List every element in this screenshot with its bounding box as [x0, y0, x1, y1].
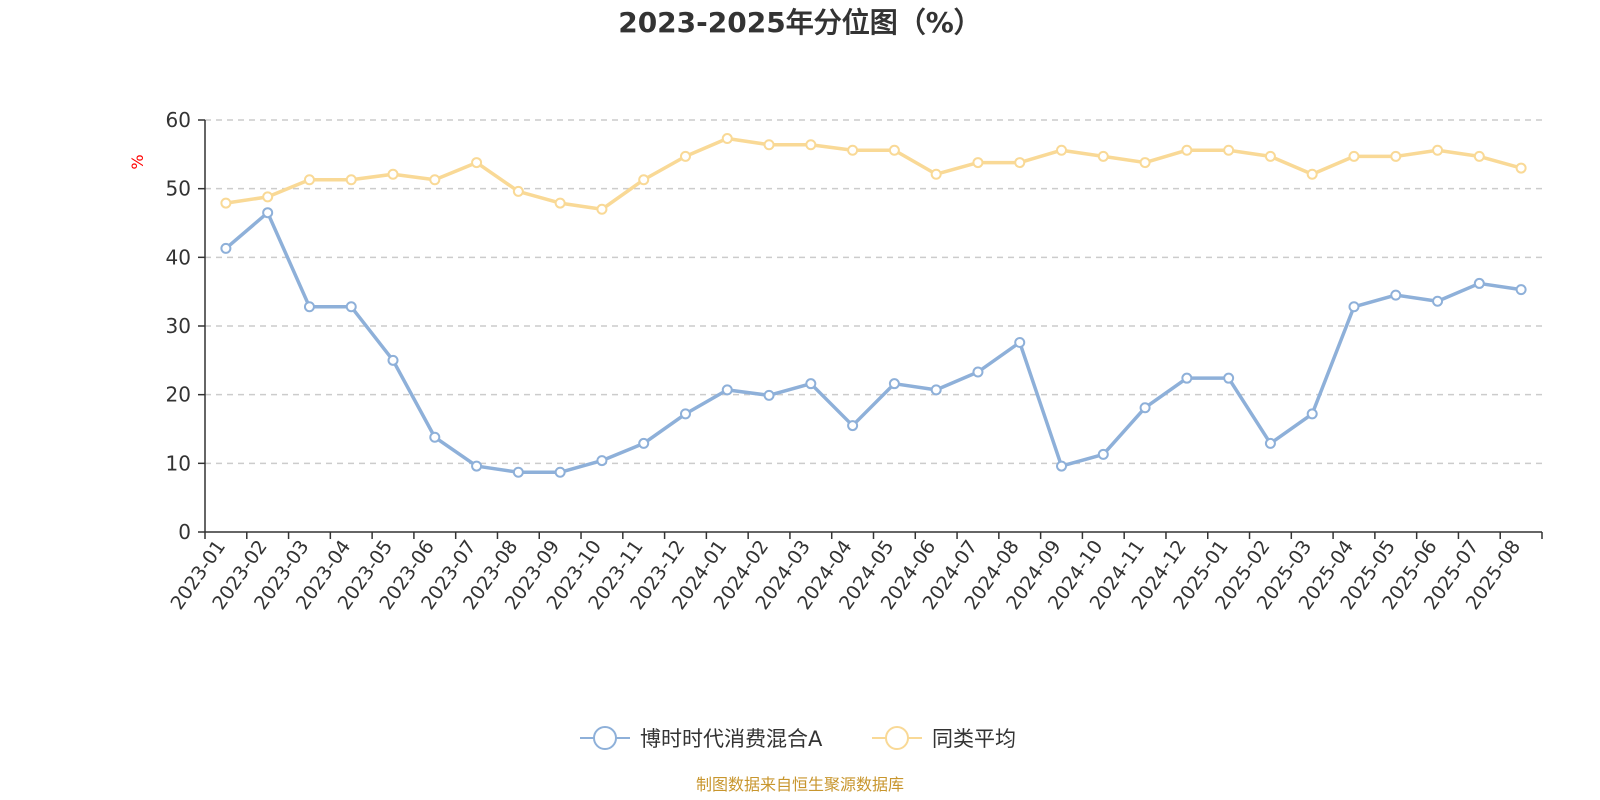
- series-line: [225, 136, 1522, 212]
- y-tick-label: 50: [166, 177, 191, 201]
- data-point[interactable]: [930, 384, 942, 396]
- data-point[interactable]: [1056, 460, 1068, 472]
- data-point[interactable]: [1264, 150, 1276, 162]
- data-point[interactable]: [1390, 289, 1402, 301]
- data-point[interactable]: [888, 378, 900, 390]
- data-point[interactable]: [512, 466, 524, 478]
- data-point[interactable]: [345, 174, 357, 186]
- data-point[interactable]: [1014, 336, 1026, 348]
- legend[interactable]: 博时时代消费混合A 同类平均: [580, 726, 1016, 751]
- data-point[interactable]: [1432, 295, 1444, 307]
- data-point[interactable]: [1306, 408, 1318, 420]
- data-point[interactable]: [220, 242, 232, 254]
- data-point[interactable]: [512, 185, 524, 197]
- data-point[interactable]: [805, 378, 817, 390]
- y-tick-label: 60: [166, 108, 191, 132]
- y-axis-unit-label: %: [128, 154, 147, 169]
- data-point[interactable]: [262, 191, 274, 203]
- y-tick-label: 40: [166, 245, 191, 269]
- legend-label: 博时时代消费混合A: [640, 727, 823, 751]
- data-point[interactable]: [554, 466, 566, 478]
- data-point[interactable]: [471, 460, 483, 472]
- data-source-note: 制图数据来自恒生聚源数据库: [696, 775, 904, 794]
- data-point[interactable]: [847, 420, 859, 432]
- data-point[interactable]: [1139, 402, 1151, 414]
- grid-lines: [205, 119, 1542, 465]
- data-point[interactable]: [679, 408, 691, 420]
- data-point[interactable]: [763, 139, 775, 151]
- data-point[interactable]: [596, 455, 608, 467]
- axes: 01020304050602023-012023-022023-032023-0…: [166, 108, 1543, 614]
- data-point[interactable]: [303, 174, 315, 186]
- data-point[interactable]: [679, 150, 691, 162]
- data-point[interactable]: [972, 157, 984, 169]
- data-point[interactable]: [1181, 144, 1193, 156]
- y-tick-label: 30: [166, 314, 191, 338]
- data-point[interactable]: [1348, 301, 1360, 313]
- data-point[interactable]: [721, 133, 733, 145]
- data-point[interactable]: [1390, 150, 1402, 162]
- data-point[interactable]: [972, 366, 984, 378]
- data-point[interactable]: [554, 197, 566, 209]
- data-point[interactable]: [1473, 277, 1485, 289]
- data-point[interactable]: [847, 144, 859, 156]
- data-point[interactable]: [1181, 372, 1193, 384]
- data-point[interactable]: [1306, 168, 1318, 180]
- legend-item[interactable]: 同类平均: [872, 726, 1016, 751]
- data-point[interactable]: [220, 197, 232, 209]
- data-point[interactable]: [303, 301, 315, 313]
- y-tick-label: 20: [166, 383, 191, 407]
- y-tick-label: 0: [178, 520, 191, 544]
- data-point[interactable]: [1139, 157, 1151, 169]
- data-point[interactable]: [596, 203, 608, 215]
- data-point[interactable]: [345, 301, 357, 313]
- data-point[interactable]: [1432, 144, 1444, 156]
- data-point[interactable]: [1056, 144, 1068, 156]
- data-point[interactable]: [1097, 150, 1109, 162]
- data-point[interactable]: [387, 354, 399, 366]
- data-point[interactable]: [1264, 437, 1276, 449]
- data-point[interactable]: [1223, 372, 1235, 384]
- legend-item[interactable]: 博时时代消费混合A: [580, 726, 823, 751]
- data-point[interactable]: [1515, 162, 1527, 174]
- series-line: [224, 210, 1522, 475]
- data-point[interactable]: [471, 157, 483, 169]
- data-point[interactable]: [930, 168, 942, 180]
- data-point[interactable]: [1348, 150, 1360, 162]
- legend-circle-marker: [885, 726, 909, 750]
- data-point[interactable]: [721, 384, 733, 396]
- data-point[interactable]: [763, 389, 775, 401]
- legend-label: 同类平均: [932, 727, 1016, 751]
- legend-circle-marker: [593, 726, 617, 750]
- data-point[interactable]: [429, 174, 441, 186]
- data-point[interactable]: [1515, 284, 1527, 296]
- data-point[interactable]: [1473, 150, 1485, 162]
- chart-title: 2023-2025年分位图（%）: [618, 6, 982, 39]
- data-point[interactable]: [805, 139, 817, 151]
- data-point[interactable]: [638, 174, 650, 186]
- series-lines: [220, 133, 1527, 478]
- y-tick-label: 10: [166, 451, 191, 475]
- data-point[interactable]: [1097, 448, 1109, 460]
- data-point[interactable]: [638, 437, 650, 449]
- data-point[interactable]: [387, 168, 399, 180]
- data-point[interactable]: [1014, 157, 1026, 169]
- data-point[interactable]: [262, 207, 274, 219]
- data-point[interactable]: [1223, 144, 1235, 156]
- data-point[interactable]: [888, 144, 900, 156]
- data-point[interactable]: [429, 431, 441, 443]
